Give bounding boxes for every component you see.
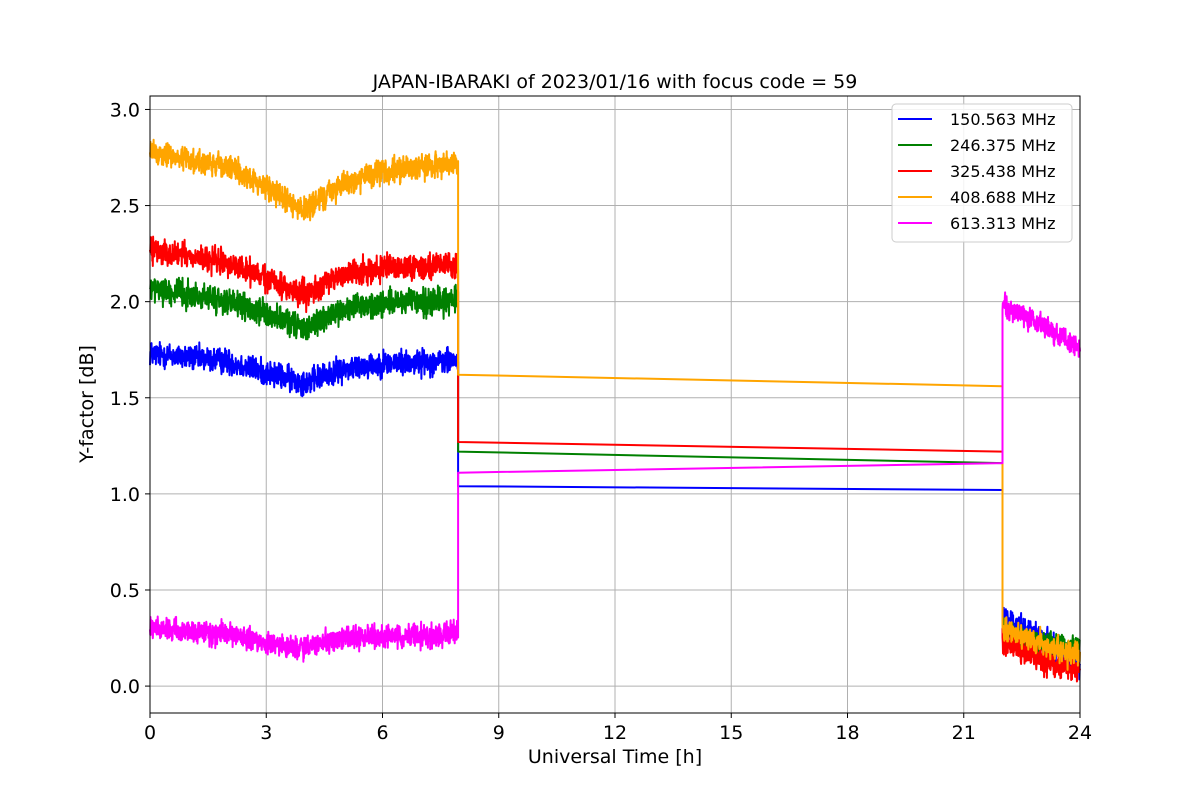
x-tick-label: 0: [144, 722, 156, 744]
y-tick-label: 2.5: [110, 196, 140, 218]
y-tick-label: 3.0: [110, 99, 140, 121]
series-line: [149, 138, 1081, 671]
y-tick-label: 1.5: [110, 388, 140, 410]
legend-label: 246.375 MHz: [950, 136, 1055, 155]
x-tick-label: 6: [376, 722, 388, 744]
x-axis-label: Universal Time [h]: [528, 746, 702, 768]
x-tick-label: 18: [835, 722, 859, 744]
legend-label: 408.688 MHz: [950, 188, 1055, 207]
legend-label: 613.313 MHz: [950, 214, 1055, 233]
y-axis: 0.0 0.5 1.0 1.5 2.0 2.5 3.0: [110, 99, 150, 698]
legend-label: 150.563 MHz: [950, 110, 1055, 129]
x-tick-label: 15: [719, 722, 743, 744]
legend: 150.563 MHz 246.375 MHz 325.438 MHz 408.688…: [891, 103, 1073, 243]
legend-label: 325.438 MHz: [950, 162, 1055, 181]
series-line: [149, 341, 1081, 681]
chart-title: JAPAN-IBARAKI of 2023/01/16 with focus c…: [372, 71, 858, 93]
x-tick-label: 9: [493, 722, 505, 744]
y-tick-label: 2.0: [110, 292, 140, 314]
x-tick-label: 12: [603, 722, 627, 744]
x-tick-label: 3: [260, 722, 272, 744]
series-line: [149, 291, 1081, 663]
x-tick-label: 24: [1068, 722, 1092, 744]
y-tick-label: 0.0: [110, 676, 140, 698]
legend-box: [891, 103, 1073, 243]
y-tick-label: 1.0: [110, 484, 140, 506]
series-line: [149, 235, 1081, 683]
plot-lines: [149, 138, 1081, 683]
x-tick-label: 21: [952, 722, 976, 744]
y-axis-label: Y-factor [dB]: [76, 345, 98, 464]
y-tick-label: 0.5: [110, 580, 140, 602]
x-axis: 0 3 6 9 12 15 18 21 24: [144, 713, 1092, 744]
